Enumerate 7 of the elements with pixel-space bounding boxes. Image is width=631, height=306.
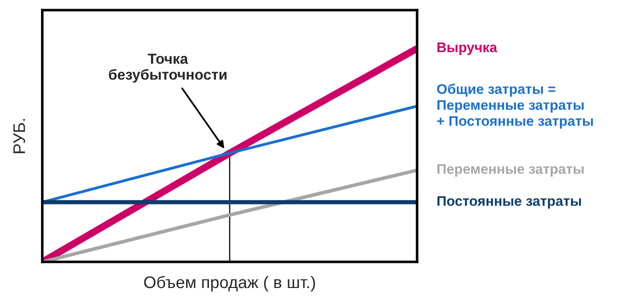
series-label: Общие затраты = Переменные затраты + Постоянные затраты xyxy=(437,84,593,129)
y-axis-title: РУБ. xyxy=(13,119,26,154)
annotation: Точка безубыточности xyxy=(108,54,226,83)
series-label: Постоянные затраты xyxy=(437,196,581,209)
series-label: Переменные затраты xyxy=(437,164,584,177)
series-label: Выручка xyxy=(437,42,498,55)
x-axis-title: Объем продаж ( в шт.) xyxy=(144,276,315,292)
